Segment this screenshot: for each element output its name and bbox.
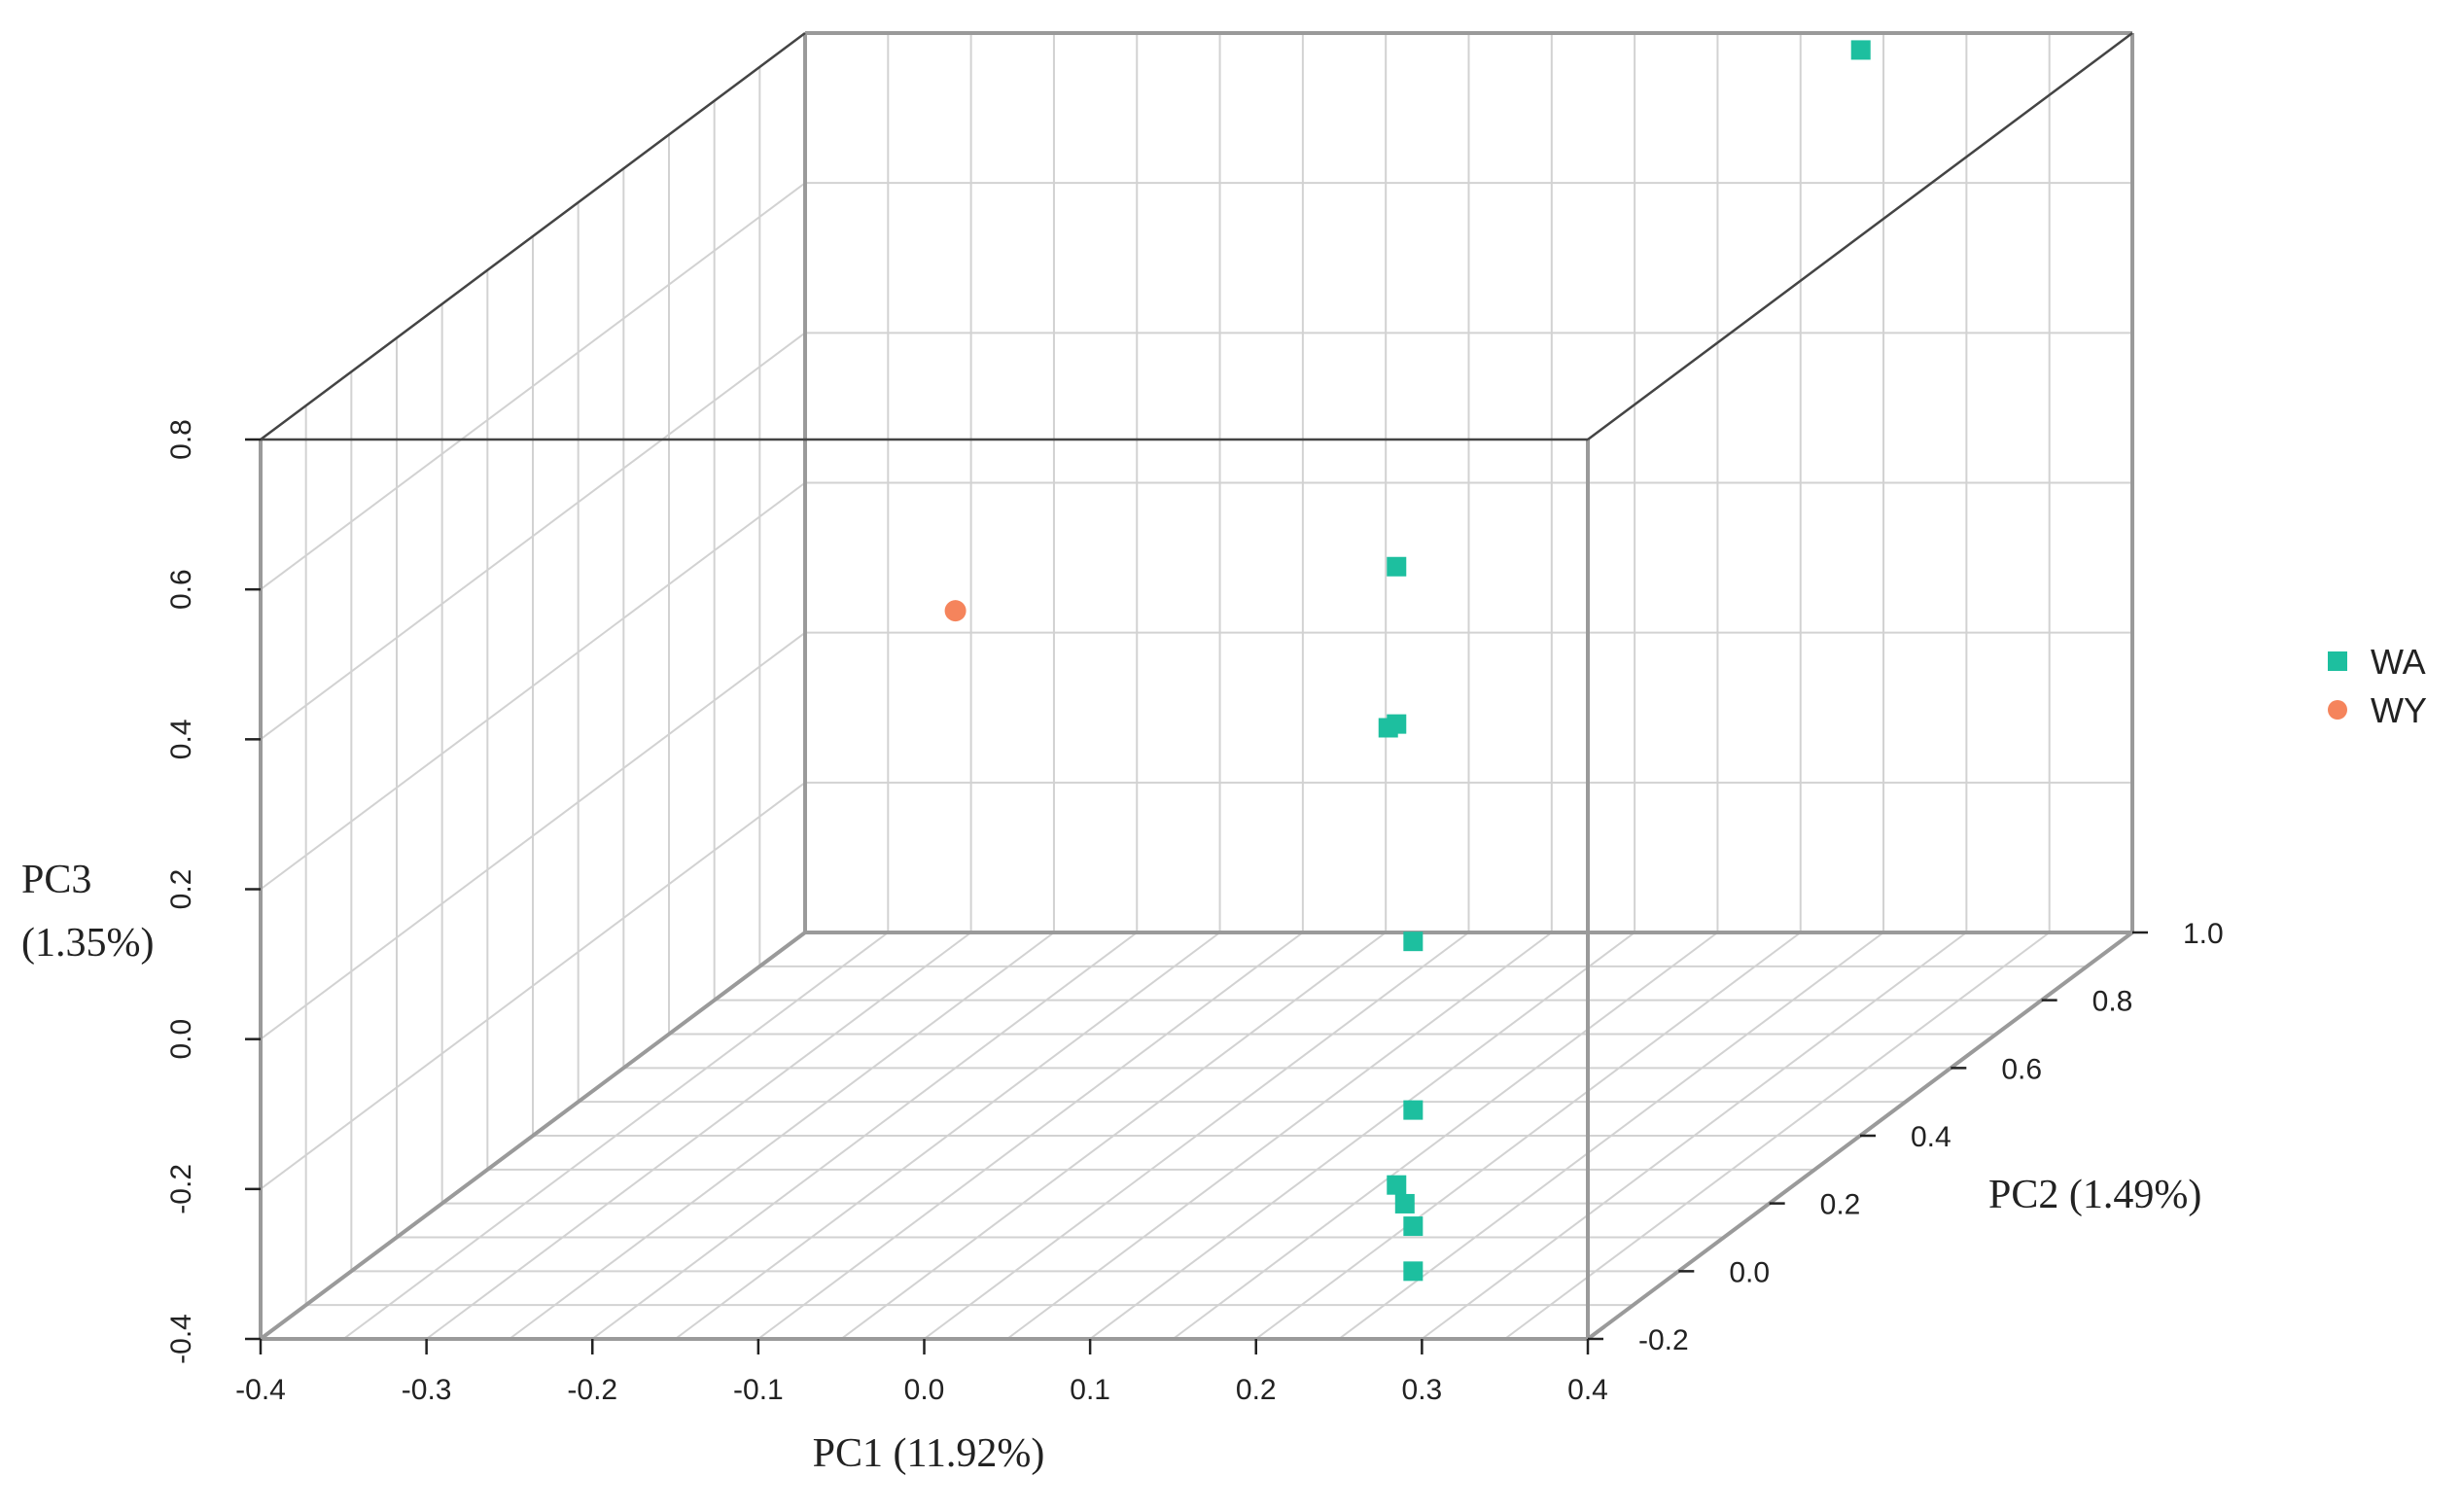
z-tick-label: 0.6 <box>165 569 197 610</box>
x-tick-label: 0.2 <box>1236 1374 1277 1406</box>
x-tick-label: -0.1 <box>733 1374 784 1406</box>
top-left-edge <box>260 31 806 441</box>
legend-item-wy-label: WY <box>2371 690 2427 730</box>
left-wall-grid-line <box>260 782 806 1190</box>
z-tick-label: -0.2 <box>165 1164 197 1214</box>
point-wa <box>1850 40 1871 60</box>
y-tick-label: 0.2 <box>1820 1189 1861 1221</box>
y-tick-label: -0.2 <box>1638 1324 1689 1356</box>
point-wa <box>1387 1175 1407 1195</box>
z-tick-label: -0.4 <box>165 1314 197 1364</box>
point-wa <box>1403 932 1424 952</box>
top-right-edge <box>1587 31 2133 441</box>
floor-left-edge <box>259 931 807 1341</box>
y-axis-title: PC2 (1.49%) <box>1988 1173 2201 1217</box>
legend-item-wa-label: WA <box>2371 642 2426 682</box>
y-tick-label: 0.8 <box>2092 986 2133 1018</box>
point-wa <box>1394 1193 1415 1213</box>
point-wa <box>1378 718 1398 738</box>
left-wall-grid-line <box>260 182 806 590</box>
point-wa <box>1387 556 1407 577</box>
y-tick-label: 0.4 <box>1911 1121 1951 1153</box>
point-wa <box>1403 1261 1424 1282</box>
z-axis-title-line1: PC3 <box>21 858 91 902</box>
legend: WA WY <box>2328 642 2427 730</box>
z-axis-title-line2: (1.35%) <box>21 921 154 966</box>
point-wy <box>944 600 967 622</box>
x-tick-label: 0.4 <box>1567 1374 1608 1406</box>
x-tick-label: 0.1 <box>1070 1374 1110 1406</box>
x-tick-label: -0.2 <box>567 1374 617 1406</box>
z-tick-label: 0.2 <box>165 869 197 910</box>
tick-marks <box>245 438 2148 1354</box>
z-tick-label: 0.8 <box>165 419 197 460</box>
data-points <box>944 40 1871 1282</box>
left-wall-grid-line <box>260 481 806 891</box>
x-tick-label: 0.3 <box>1402 1374 1443 1406</box>
y-tick-label: 0.6 <box>2001 1053 2042 1085</box>
left-wall-grid-line <box>260 631 806 1040</box>
legend-item-wa-marker <box>2328 651 2347 671</box>
tick-labels: -0.4 -0.3 -0.2 -0.1 0.0 0.1 0.2 0.3 0.4 -0.2 0.0 0.… <box>165 419 2224 1406</box>
grid-layer <box>260 32 2133 1340</box>
legend-item-wy-marker <box>2328 700 2347 720</box>
y-tick-label: 0.0 <box>1729 1256 1770 1288</box>
z-tick-label: 0.4 <box>165 719 197 759</box>
point-wa <box>1403 1216 1424 1237</box>
x-tick-label: -0.4 <box>235 1374 286 1406</box>
point-wa <box>1403 1100 1424 1120</box>
x-tick-label: 0.0 <box>904 1374 945 1406</box>
x-axis-title: PC1 (11.92%) <box>813 1431 1045 1476</box>
left-wall-grid-line <box>260 332 806 741</box>
z-tick-label: 0.0 <box>165 1019 197 1060</box>
y-tick-label: 1.0 <box>2183 918 2224 950</box>
box-frame <box>259 31 2134 1341</box>
x-tick-label: -0.3 <box>402 1374 452 1406</box>
